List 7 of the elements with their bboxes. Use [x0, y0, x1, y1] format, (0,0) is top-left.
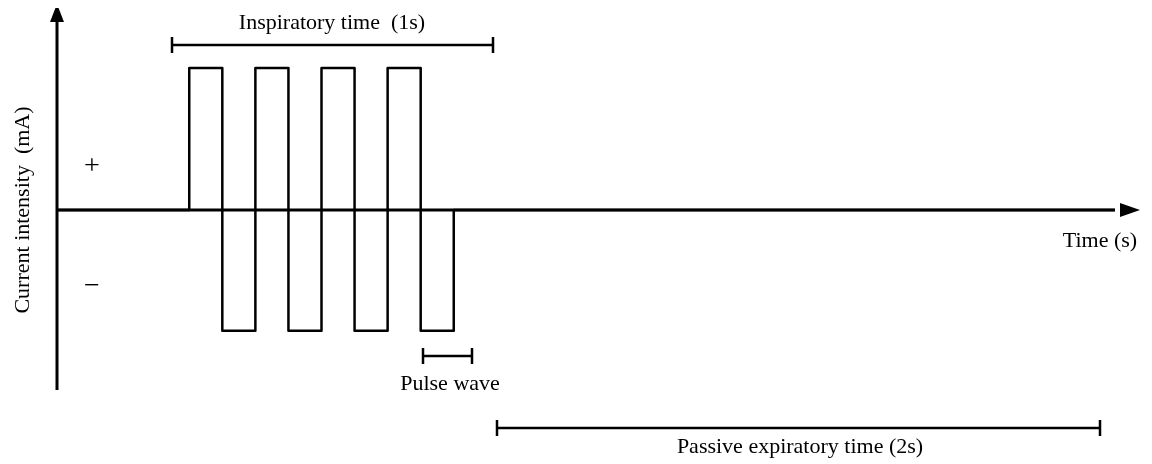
annotation: +	[84, 149, 100, 180]
text: Inspiratory time (1s)	[238, 9, 426, 34]
x-axis-title: Time (s)	[1062, 227, 1138, 253]
text: Pulse wave	[400, 370, 500, 395]
text: Passive expiratory time (2s)	[676, 433, 924, 458]
annotation: −	[84, 269, 100, 300]
y-axis-title: Current intensity (mA)	[9, 106, 35, 314]
